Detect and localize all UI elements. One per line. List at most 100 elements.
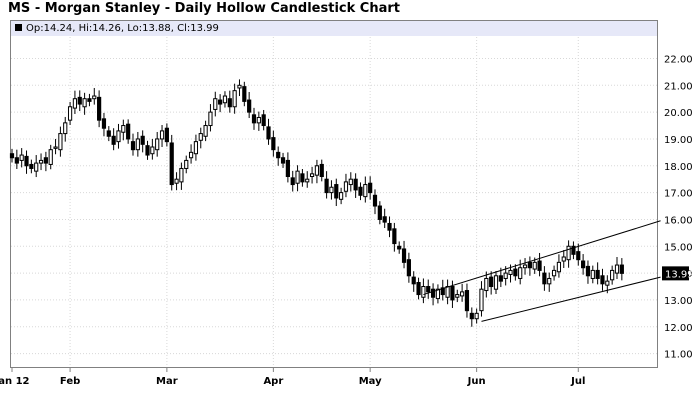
candle: [29, 159, 34, 174]
candle: [237, 79, 242, 97]
candle-body: [358, 186, 363, 196]
candle-body: [92, 95, 97, 100]
candle: [140, 130, 145, 153]
y-tick-label: 22.00: [664, 54, 693, 65]
candle-body: [290, 177, 295, 186]
x-tick-label: Jan 12: [0, 376, 30, 387]
candle-body: [135, 138, 140, 151]
candle: [363, 176, 368, 203]
candle: [348, 172, 353, 192]
candle: [372, 189, 378, 215]
candle: [421, 278, 426, 304]
last-value-box: [662, 266, 689, 281]
candle-body: [595, 269, 600, 279]
y-tick-label: 13.00: [664, 296, 693, 307]
candle: [406, 252, 411, 283]
candle-body: [469, 312, 474, 320]
candle-body: [237, 84, 242, 89]
candle-body: [150, 146, 155, 155]
candle-body: [513, 268, 518, 277]
candle-body: [251, 114, 257, 124]
candle: [585, 260, 591, 284]
candle: [227, 90, 232, 113]
candle: [101, 112, 107, 137]
candle: [358, 182, 363, 201]
candle-body: [164, 127, 169, 143]
candle: [484, 271, 489, 298]
candle-body: [256, 116, 261, 124]
candle-body: [14, 157, 19, 164]
candle-body: [222, 95, 228, 104]
candle-body: [334, 184, 339, 199]
candle: [305, 171, 310, 188]
candle: [218, 94, 223, 113]
candle: [600, 268, 605, 291]
candle-body: [401, 248, 407, 263]
candle-body: [213, 98, 218, 110]
candle: [556, 254, 562, 278]
candle: [581, 254, 586, 275]
candle-body: [271, 137, 276, 151]
ohlc-readout: Op:14.24, Hi:14.26, Lo:13.88, Cl:13.99: [26, 23, 219, 34]
candle: [188, 144, 194, 164]
candle-body: [585, 265, 591, 277]
candle: [150, 138, 155, 160]
candle: [9, 148, 15, 163]
candle: [619, 258, 624, 281]
candle: [208, 104, 213, 132]
candle-body: [145, 145, 150, 156]
candle-body: [522, 264, 528, 269]
candle: [53, 138, 58, 155]
candle-body: [247, 99, 252, 113]
candle-body: [387, 222, 392, 231]
candle: [251, 107, 257, 130]
candle-body: [450, 286, 455, 301]
candle: [87, 93, 92, 107]
candle: [43, 151, 48, 172]
candle-body: [116, 130, 121, 143]
y-tick-label: 19.00: [664, 135, 693, 146]
candle: [387, 216, 392, 238]
candle-body: [426, 286, 431, 293]
candle-body: [527, 261, 532, 269]
candle: [92, 87, 97, 105]
candle: [522, 258, 528, 275]
candle-body: [479, 288, 484, 312]
y-tick-label: 21.00: [664, 81, 693, 92]
candle-body: [111, 135, 116, 145]
candle-body: [19, 154, 24, 161]
candle-body: [547, 277, 552, 285]
candle-body: [551, 269, 557, 277]
candle-body: [53, 146, 58, 149]
candle: [547, 272, 552, 292]
y-tick-label: 15.00: [664, 242, 693, 253]
candle-body: [208, 111, 213, 127]
candle-body: [368, 182, 373, 194]
y-tick-label: 18.00: [664, 162, 693, 173]
candle-body: [184, 159, 189, 169]
candle: [159, 125, 165, 147]
y-tick-label: 20.00: [664, 108, 693, 119]
candle-body: [130, 141, 136, 151]
candle-body: [77, 96, 82, 105]
candle-body: [314, 165, 320, 176]
candle: [19, 148, 24, 168]
candle-body: [101, 118, 107, 129]
candle-body: [508, 269, 513, 275]
candle-body: [411, 276, 416, 285]
candle-body: [87, 98, 92, 102]
candle: [595, 262, 600, 285]
y-axis: 22.00 21.00 20.00 19.00 18.00 17.00 16.00 15.00…: [662, 54, 694, 361]
candle-body: [227, 98, 232, 108]
candle: [469, 307, 474, 327]
candle-body: [455, 294, 460, 298]
candle: [489, 271, 494, 295]
candle: [571, 241, 576, 260]
candle-body: [421, 286, 426, 298]
trendline: [423, 220, 661, 296]
candle: [464, 283, 470, 318]
candle-body: [600, 275, 605, 285]
candle: [295, 165, 300, 192]
candle: [242, 81, 247, 107]
